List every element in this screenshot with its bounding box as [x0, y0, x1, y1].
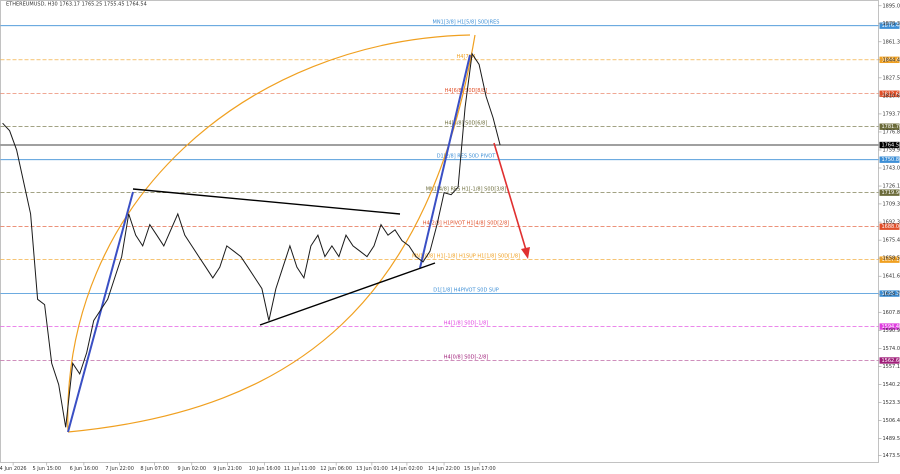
y-tick-label: 1861.30: [883, 39, 900, 45]
y-tick-label: 1523.30: [883, 400, 900, 406]
y-tick-label: 1709.35: [883, 201, 900, 207]
x-tick-label: 9 Jun 21:00: [213, 466, 242, 472]
level-price-box: [879, 357, 900, 364]
level-price-label: 1688.00: [882, 224, 900, 230]
level-price-box: [879, 223, 900, 230]
level-text: H4[2/8] H1PIVOT H1[4/8] S0D[2/8]: [423, 221, 510, 227]
level-price-box: [879, 90, 900, 97]
y-tick-label: 1489.50: [883, 436, 900, 442]
y-tick-label: 1624.70: [883, 292, 900, 298]
level-price-box: [879, 22, 900, 29]
trend-line: [419, 54, 471, 269]
y-tick-label: 1776.80: [883, 129, 900, 135]
chart-title: ETHEREUMUSD, H30 1763.17 1765.25 1755.45…: [6, 2, 147, 8]
y-tick-label: 1827.50: [883, 75, 900, 81]
y-tick-label: 1726.10: [883, 184, 900, 190]
level-price-box: [879, 189, 900, 196]
level-price-box: [879, 256, 900, 263]
x-tick-label: 9 Jun 02:00: [177, 466, 206, 472]
arc-lower: [67, 34, 476, 433]
level-price-label: 1812.60: [882, 91, 900, 97]
triangle-line: [132, 188, 401, 215]
level-text: H4[6/8] S0D[8/8]: [445, 88, 488, 94]
level-price-label: 1719.90: [882, 190, 900, 196]
level-price-box: [879, 290, 900, 297]
level-text: D1[2/8] RES S0D PIVOT: [437, 154, 497, 160]
level-text: H4[7/8]: [457, 54, 476, 60]
x-tick-label: 11 Jun 11:00: [284, 466, 316, 472]
y-tick-label: 1878.35: [883, 21, 900, 27]
level-price-label: 1750.80: [882, 157, 900, 163]
x-tick-label: 10 Jun 16:00: [249, 466, 281, 472]
level-price-label: 1625.30: [882, 291, 900, 297]
drawings: [67, 34, 530, 433]
level-price-box: [879, 56, 900, 64]
level-price-label: 1844.40: [882, 57, 900, 63]
y-tick-label: 1557.10: [883, 364, 900, 370]
level-price-label: 1594.40: [882, 324, 900, 330]
y-tick-label: 1692.30: [883, 220, 900, 226]
arc-upper: [67, 34, 471, 433]
y-tick-label: 1607.80: [883, 310, 900, 316]
x-tick-label: 6 Jun 16:00: [70, 466, 99, 472]
level-price-label: 1781.70: [882, 124, 900, 130]
y-tick-label: 1506.40: [883, 418, 900, 424]
level-price-label: 1876.40: [882, 23, 900, 29]
level-price-label: 1562.60: [882, 358, 900, 364]
trend-line: [67, 191, 134, 433]
level-text: H4[5/8] S0D[6/8]: [445, 121, 488, 127]
level-price-box: [879, 156, 900, 163]
triangle-line: [259, 262, 436, 326]
price-line: [2, 52, 501, 428]
x-tick-label: 8 Jun 07:00: [140, 466, 169, 472]
y-tick-label: 1759.90: [883, 147, 900, 153]
level-text: MN1[3/8] H1[5/8] S0D|RES: [433, 20, 500, 26]
x-tick-label: 5 Jun 15:00: [32, 466, 61, 472]
x-tick-label: 14 Jun 02:00: [391, 466, 423, 472]
y-tick-label: 1590.90: [883, 328, 900, 334]
levels: 1876.40 MN1[3/8] H1[5/8] S0D|RES 1844.40 H4…: [0, 20, 900, 364]
level-price-box: [879, 123, 900, 130]
y-tick-label: 1473.53: [883, 453, 900, 459]
y-tick-label: 1895.05: [883, 3, 900, 9]
level-text: H4[1/8] S0D[-1/8]: [444, 321, 488, 327]
level-price-box: [879, 141, 900, 149]
plot-frame: [0, 0, 879, 463]
x-tick-label: 4 Jun 2026: [0, 466, 27, 472]
x-tick-label: 13 Jun 01:00: [356, 466, 388, 472]
x-tick-label: 14 Jun 22:00: [428, 466, 460, 472]
y-tick-label: 1540.20: [883, 382, 900, 388]
level-text: MN1[0/8] H1[-1/8] H1SUP H1[1/8] S0D[1/8]: [412, 254, 520, 260]
y-tick-label: 1658.50: [883, 256, 900, 262]
x-tick-label: 15 Jun 17:00: [464, 466, 496, 472]
y-tick-label: 1641.60: [883, 274, 900, 280]
level-text: MN1[4/8] RES H1[-1/8] S0D[3/8]: [426, 187, 507, 193]
y-tick-label: 1743.03: [883, 165, 900, 171]
x-tick-label: 12 Jun 06:00: [320, 466, 352, 472]
y-tick-label: 1844.40: [883, 57, 900, 63]
arrow-head: [521, 247, 530, 259]
forecast-arrow: [493, 142, 527, 251]
level-price-box: [879, 323, 900, 330]
y-tick-label: 1574.00: [883, 346, 900, 352]
x-tick-label: 7 Jun 22:00: [105, 466, 134, 472]
level-price-label: 1657.10: [882, 257, 900, 263]
y-tick-label: 1793.70: [883, 111, 900, 117]
level-text: H4[0/8] S0D[-2/8]: [444, 354, 488, 360]
y-tick-label: 1810.60: [883, 93, 900, 99]
level-text: D1[1/8] H4PIVOT S0D SUP: [433, 288, 499, 294]
level-price-label: 1764.54: [882, 143, 900, 149]
y-tick-label: 1675.40: [883, 238, 900, 244]
